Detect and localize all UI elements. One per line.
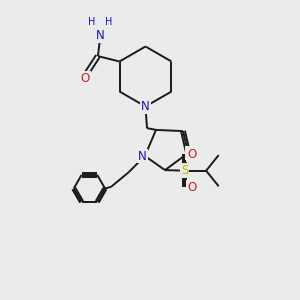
Text: N: N <box>96 28 105 42</box>
Text: O: O <box>80 72 90 86</box>
Text: O: O <box>188 148 196 161</box>
Text: O: O <box>188 181 196 194</box>
Text: N: N <box>141 100 150 113</box>
Text: N: N <box>138 149 147 163</box>
Text: H: H <box>105 17 112 27</box>
Text: H: H <box>88 17 96 27</box>
Text: S: S <box>181 164 188 177</box>
Text: N: N <box>186 146 195 160</box>
